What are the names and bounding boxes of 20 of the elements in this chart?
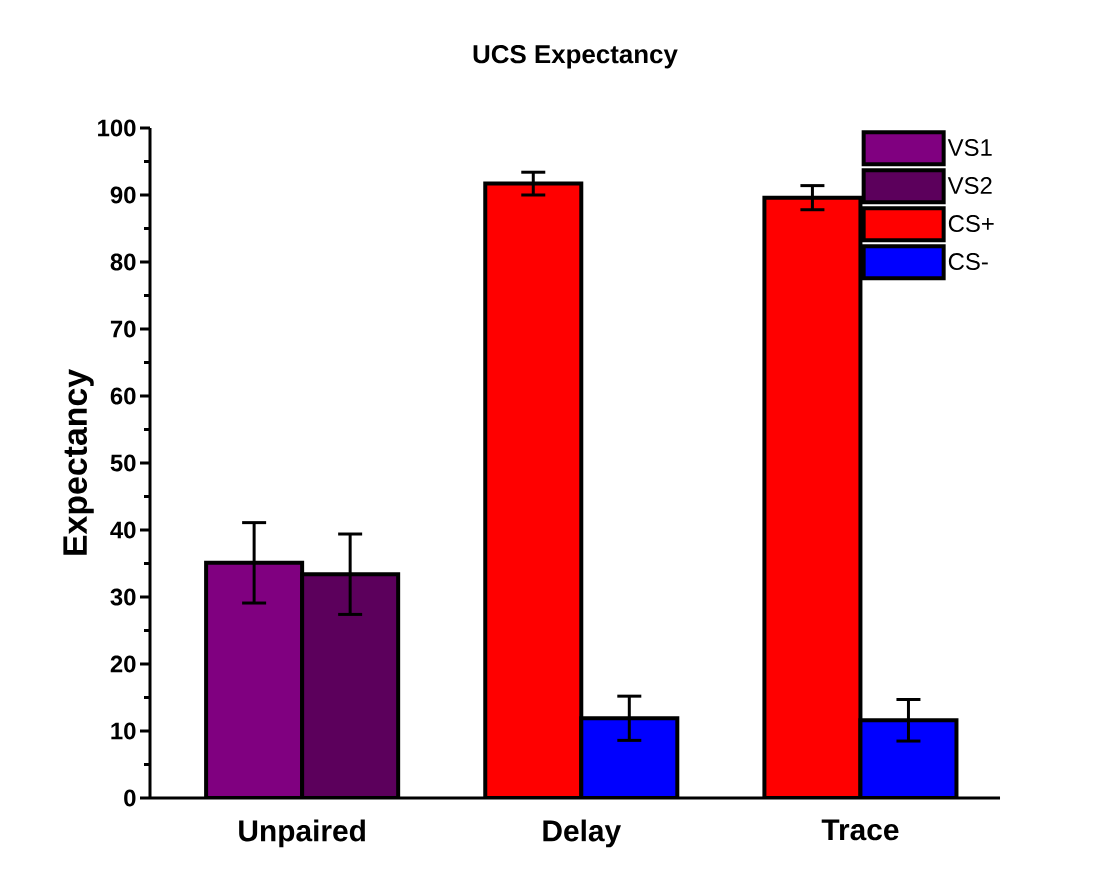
y-tick-label: 80 [110, 253, 136, 271]
y-tick-label: 50 [110, 454, 136, 472]
legend-label: VS1 [947, 139, 992, 157]
y-tick-label: 100 [98, 119, 136, 137]
y-tick-label: 10 [111, 722, 136, 740]
x-tick-label: Delay [543, 819, 621, 848]
x-tick-label: Unpaired [239, 819, 365, 848]
y-tick-label: 30 [110, 588, 136, 606]
y-tick-label: 40 [110, 521, 136, 539]
legend-label: VS2 [947, 177, 992, 195]
chart-title: UCS Expectancy [473, 45, 678, 69]
x-tick-label: Trace [821, 819, 899, 841]
y-axis-title: Expectancy [63, 369, 94, 555]
y-tick-label: 90 [110, 186, 136, 204]
y-tick-label: 20 [110, 655, 136, 673]
y-tick-label: 0 [124, 789, 136, 807]
y-tick-label: 70 [110, 320, 136, 338]
legend-label: CS- [948, 253, 988, 271]
y-tick-label: 60 [110, 387, 136, 405]
legend-label: CS+ [948, 215, 994, 233]
